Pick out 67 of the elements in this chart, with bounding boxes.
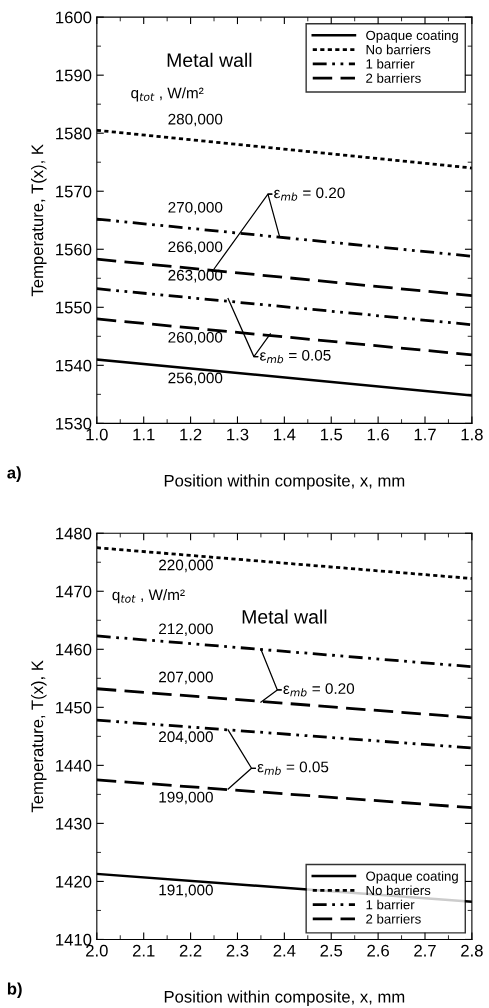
x-tick-label: 1.8 bbox=[461, 428, 483, 441]
y-tick-label: 1530 bbox=[56, 417, 92, 430]
y-tick-label: 1600 bbox=[56, 11, 92, 24]
annotation: 260,000 bbox=[168, 331, 223, 345]
annotation: 266,000 bbox=[168, 241, 223, 255]
annotation: ε$_{mb}$ = 0.20 bbox=[274, 187, 345, 201]
y-axis-title: Temperature, T(x), K bbox=[31, 144, 47, 297]
x-axis-title: Position within composite, x, mm bbox=[164, 474, 405, 490]
text: a) bbox=[7, 466, 21, 482]
x-tick-label: 2.4 bbox=[273, 944, 296, 957]
legend-label: 2 barriers bbox=[366, 73, 421, 83]
annotation: ε$_{mb}$ = 0.05 bbox=[257, 761, 329, 775]
x-tick-label: 2.3 bbox=[226, 944, 249, 957]
annotation: 280,000 bbox=[168, 113, 223, 127]
y-tick-label: 1430 bbox=[56, 817, 92, 830]
legend-label: Opaque coating bbox=[366, 871, 458, 884]
annotation: 207,000 bbox=[159, 671, 213, 685]
annotation: 212,000 bbox=[159, 623, 213, 637]
x-tick-label: 2.0 bbox=[86, 944, 108, 957]
x-tick-label: 2.6 bbox=[367, 944, 389, 957]
y-tick-label: 1590 bbox=[56, 69, 92, 82]
y-tick-label: 1550 bbox=[56, 301, 92, 314]
y-tick-label: 1460 bbox=[56, 643, 92, 656]
annotation: ε$_{mb}$ = 0.05 bbox=[260, 349, 331, 364]
annotation: Metal wall bbox=[167, 52, 252, 68]
y-tick-label: 1410 bbox=[56, 933, 92, 946]
annotation: Metal wall bbox=[242, 609, 327, 624]
annotation: ε$_{mb}$ = 0.20 bbox=[283, 683, 355, 697]
y-tick-label: 1570 bbox=[56, 185, 92, 198]
annotation: 191,000 bbox=[159, 884, 213, 898]
annotation: 220,000 bbox=[159, 559, 213, 573]
y-tick-label: 1450 bbox=[56, 701, 92, 714]
y-tick-label: 1580 bbox=[56, 127, 92, 140]
annotation: q$_{tot}$ , W/m² bbox=[112, 589, 185, 604]
x-tick-label: 1.2 bbox=[180, 428, 202, 441]
x-tick-label: 1.7 bbox=[414, 428, 436, 441]
legend-label: No barriers bbox=[366, 44, 431, 55]
x-tick-label: 2.8 bbox=[461, 944, 483, 957]
annotation: 270,000 bbox=[168, 201, 223, 215]
x-tick-label: 1.5 bbox=[320, 428, 343, 441]
annotation: 199,000 bbox=[159, 791, 213, 805]
x-tick-label: 1.0 bbox=[86, 428, 108, 441]
x-axis-title: Position within composite, x, mm bbox=[164, 990, 405, 1006]
legend-label: Opaque coating bbox=[366, 30, 458, 43]
x-tick-label: 2.7 bbox=[414, 944, 436, 957]
x-tick-label: 1.6 bbox=[367, 428, 389, 441]
y-tick-label: 1420 bbox=[56, 875, 92, 888]
annotation: 204,000 bbox=[159, 731, 213, 744]
x-tick-label: 2.1 bbox=[132, 944, 155, 957]
y-tick-label: 1540 bbox=[56, 359, 92, 372]
y-tick-label: 1470 bbox=[56, 585, 92, 598]
legend-label: No barriers bbox=[366, 885, 431, 896]
y-axis-title: Temperature, T(x), K bbox=[31, 660, 47, 813]
legend-label: 1 barrier bbox=[366, 899, 415, 910]
legend-label: 1 barrier bbox=[366, 58, 415, 69]
y-tick-label: 1560 bbox=[56, 243, 92, 256]
x-tick-label: 1.3 bbox=[227, 428, 249, 441]
legend-label: 2 barriers bbox=[366, 913, 421, 924]
x-tick-label: 2.2 bbox=[179, 944, 202, 957]
text: b) bbox=[7, 982, 22, 998]
y-tick-label: 1440 bbox=[56, 759, 92, 772]
x-tick-label: 1.1 bbox=[133, 428, 155, 441]
x-tick-label: 1.4 bbox=[274, 428, 296, 441]
y-tick-label: 1480 bbox=[56, 527, 92, 540]
annotation: q$_{tot}$ , W/m² bbox=[131, 87, 204, 102]
annotation: 256,000 bbox=[168, 372, 223, 386]
x-tick-label: 2.5 bbox=[320, 944, 343, 957]
